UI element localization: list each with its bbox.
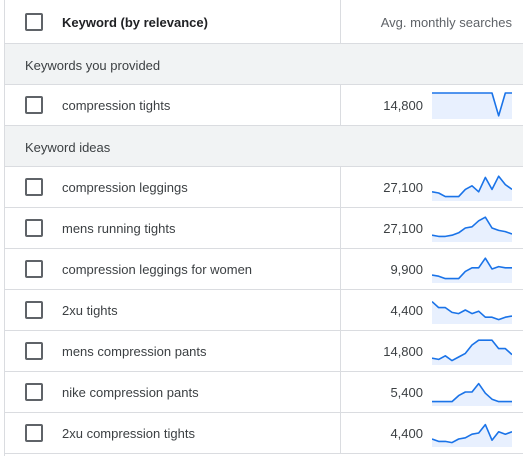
sparkline-line bbox=[432, 301, 512, 321]
table-row: compression leggings for women 9,900 bbox=[5, 249, 523, 290]
monthly-searches: 27,100 bbox=[383, 180, 423, 195]
sparkline-area bbox=[432, 93, 512, 119]
column-divider bbox=[340, 208, 341, 248]
sparkline-line bbox=[432, 216, 512, 238]
table-row: compression leggings 27,100 bbox=[5, 167, 523, 208]
keyword-ideas-table: Keyword (by relevance) Avg. monthly sear… bbox=[4, 0, 523, 456]
monthly-searches: 14,800 bbox=[383, 344, 423, 359]
keyword-text: compression leggings for women bbox=[62, 262, 253, 277]
row-checkbox[interactable] bbox=[25, 301, 43, 319]
group-header-provided: Keywords you provided bbox=[5, 44, 523, 85]
monthly-searches: 14,800 bbox=[383, 98, 423, 113]
table-row: 2xu compression tights 4,400 bbox=[5, 413, 523, 454]
monthly-searches: 9,900 bbox=[390, 262, 423, 277]
column-divider bbox=[340, 167, 341, 207]
sparkline-area bbox=[432, 176, 512, 201]
table-row: compression tights 14,800 bbox=[5, 85, 523, 126]
sparkline-area bbox=[432, 258, 512, 283]
row-checkbox[interactable] bbox=[25, 219, 43, 237]
sparkline-line bbox=[432, 423, 512, 444]
table-row: nike compression pants 5,400 bbox=[5, 372, 523, 413]
sparkline-area bbox=[432, 217, 512, 242]
sparkline-line bbox=[432, 382, 512, 403]
sparkline-line bbox=[432, 339, 512, 362]
select-all-checkbox[interactable] bbox=[25, 13, 43, 31]
column-divider bbox=[340, 413, 341, 453]
table-header: Keyword (by relevance) Avg. monthly sear… bbox=[5, 0, 523, 44]
trend-sparkline bbox=[432, 92, 512, 119]
column-divider bbox=[340, 85, 341, 125]
row-checkbox[interactable] bbox=[25, 342, 43, 360]
sparkline-area bbox=[432, 340, 512, 365]
keyword-text: mens running tights bbox=[62, 221, 176, 236]
trend-sparkline bbox=[432, 175, 512, 201]
keyword-text: mens compression pants bbox=[62, 344, 207, 359]
row-checkbox[interactable] bbox=[25, 96, 43, 114]
sparkline-line bbox=[432, 175, 512, 198]
trend-sparkline bbox=[432, 216, 512, 242]
group-label: Keywords you provided bbox=[25, 58, 161, 73]
keyword-text: 2xu compression tights bbox=[62, 426, 195, 441]
sparkline-line bbox=[432, 92, 512, 117]
sparkline-area bbox=[432, 424, 512, 447]
monthly-searches: 4,400 bbox=[390, 303, 423, 318]
column-divider bbox=[340, 290, 341, 330]
row-checkbox[interactable] bbox=[25, 178, 43, 196]
table-row: 2xu tights 4,400 bbox=[5, 290, 523, 331]
column-divider bbox=[340, 249, 341, 289]
row-checkbox[interactable] bbox=[25, 383, 43, 401]
monthly-searches: 5,400 bbox=[390, 385, 423, 400]
column-divider bbox=[340, 0, 341, 43]
sparkline-area bbox=[432, 301, 512, 324]
trend-sparkline bbox=[432, 257, 512, 283]
trend-sparkline bbox=[432, 382, 512, 406]
column-divider bbox=[340, 372, 341, 412]
trend-sparkline bbox=[432, 301, 512, 324]
keyword-text: compression leggings bbox=[62, 180, 188, 195]
row-checkbox[interactable] bbox=[25, 424, 43, 442]
keyword-text: 2xu tights bbox=[62, 303, 118, 318]
group-header-ideas: Keyword ideas bbox=[5, 126, 523, 167]
monthly-searches: 4,400 bbox=[390, 426, 423, 441]
monthly-searches: 27,100 bbox=[383, 221, 423, 236]
keyword-text: nike compression pants bbox=[62, 385, 199, 400]
table-row: mens compression pants 14,800 bbox=[5, 331, 523, 372]
searches-column-header[interactable]: Avg. monthly searches bbox=[380, 15, 512, 30]
sparkline-area bbox=[432, 383, 512, 406]
table-row: mens running tights 27,100 bbox=[5, 208, 523, 249]
keyword-text: compression tights bbox=[62, 98, 171, 113]
group-label: Keyword ideas bbox=[25, 140, 111, 155]
trend-sparkline bbox=[432, 339, 512, 365]
sparkline-line bbox=[432, 257, 512, 280]
keyword-column-header[interactable]: Keyword (by relevance) bbox=[62, 15, 208, 30]
trend-sparkline bbox=[432, 423, 512, 447]
column-divider bbox=[340, 331, 341, 371]
row-checkbox[interactable] bbox=[25, 260, 43, 278]
